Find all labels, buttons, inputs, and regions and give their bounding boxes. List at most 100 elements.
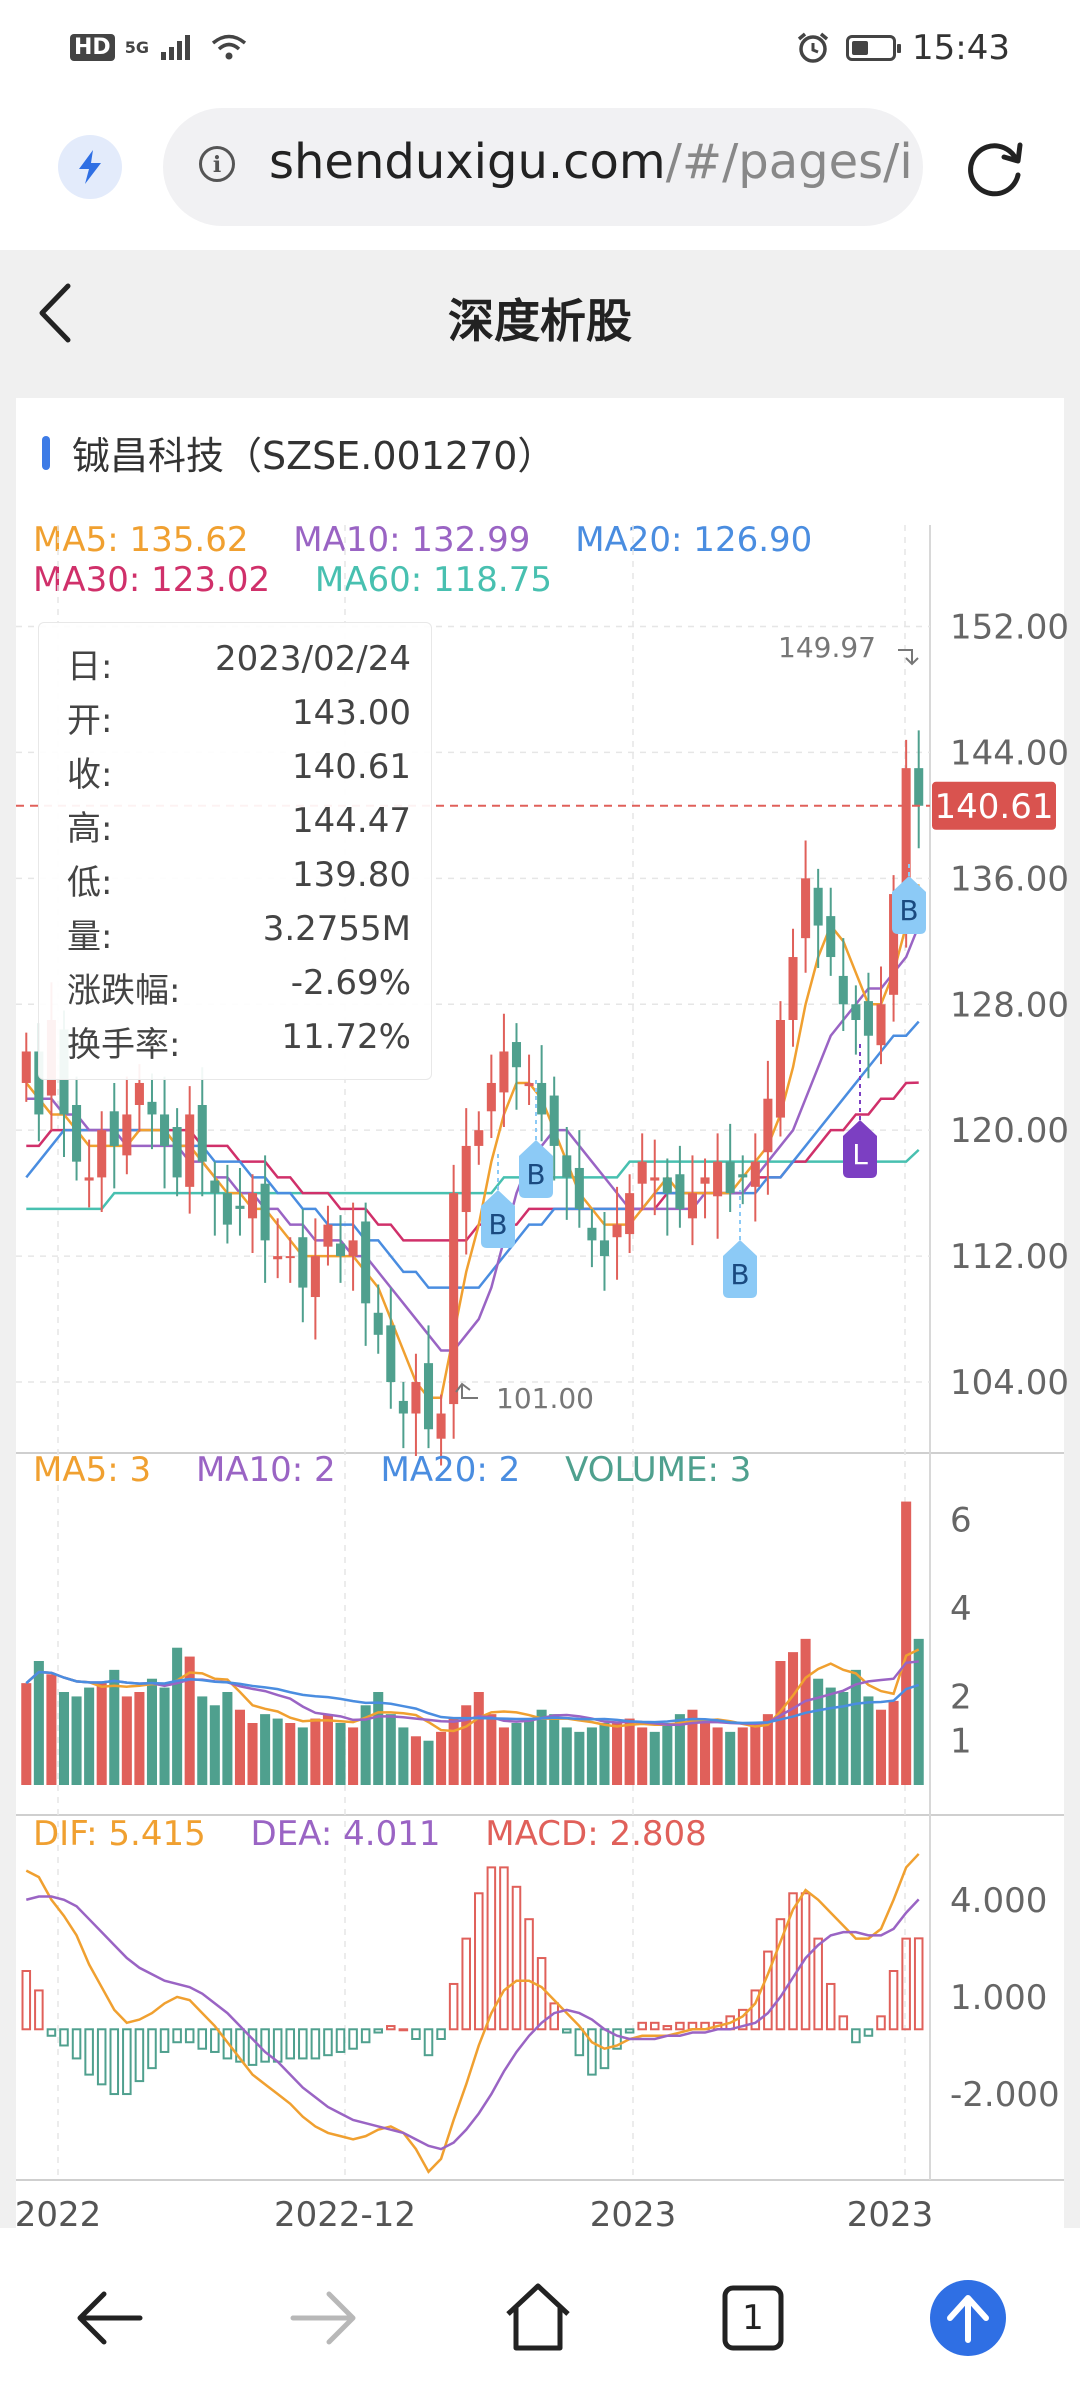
volume-bar — [875, 1709, 887, 1785]
url-path: /#/pages/ir — [665, 134, 909, 190]
volume-tick-label: 2 — [950, 1677, 972, 1717]
candle-body — [335, 1243, 346, 1257]
macd-bar — [825, 1982, 836, 2031]
tab-count: 1 — [742, 2298, 764, 2338]
macd-bar — [562, 2028, 572, 2034]
vol-legend-ma5: MA5: 3 — [33, 1450, 152, 1490]
volume-bar — [121, 1696, 132, 1785]
low-price-label: 101.00 — [496, 1382, 594, 1415]
volume-bar — [787, 1652, 799, 1785]
volume-bar — [913, 1638, 924, 1785]
candle-body — [273, 1256, 283, 1260]
back-icon[interactable] — [32, 280, 82, 346]
candle-body — [637, 1161, 647, 1184]
nav-forward-icon[interactable] — [283, 2278, 363, 2358]
lightning-icon[interactable] — [58, 135, 122, 199]
volume-bar — [712, 1727, 723, 1785]
candle-body — [361, 1221, 371, 1304]
candle-body — [222, 1193, 232, 1225]
macd-bar — [587, 2028, 597, 2076]
tooltip-label: 高: — [67, 809, 113, 849]
candle-body — [172, 1127, 182, 1178]
macd-bar — [335, 2028, 346, 2053]
high-price-label: 149.97 — [778, 631, 876, 664]
candle-body — [323, 1224, 333, 1247]
volume-bar — [850, 1669, 861, 1785]
volume-bar — [46, 1674, 57, 1785]
candle-body — [386, 1325, 396, 1383]
tooltip-row: 换手率: 11.72% — [67, 1017, 411, 1066]
legend-ma10: MA10: 132.99 — [293, 520, 531, 560]
stock-title: 铖昌科技（SZSE.001270） — [42, 425, 555, 480]
candle-body — [801, 878, 811, 939]
candle-body — [700, 1177, 710, 1184]
scroll-top-icon[interactable] — [928, 2278, 1008, 2358]
nav-tabs-button[interactable]: 1 — [713, 2278, 793, 2358]
macd-bar — [649, 2021, 660, 2031]
candle-body — [84, 1177, 94, 1181]
tabs-icon — [722, 2285, 784, 2351]
volume-bar — [586, 1727, 597, 1785]
volume-bar — [21, 1683, 32, 1785]
address-bar[interactable]: i shenduxigu.com/#/pages/ir — [163, 108, 923, 226]
signal-label: B — [730, 1258, 749, 1291]
volume-bar — [373, 1692, 384, 1785]
candle-body — [423, 1363, 434, 1430]
candle-body — [914, 768, 924, 806]
candle-body — [775, 1020, 785, 1118]
tooltip-row: 涨跌幅: -2.69% — [67, 963, 411, 1012]
macd-bar — [662, 2025, 673, 2031]
info-icon[interactable]: i — [199, 146, 235, 182]
macd-bar — [574, 2028, 585, 2057]
signal-badge — [843, 1120, 877, 1178]
macd-bar — [763, 1950, 773, 2031]
volume-bar — [348, 1727, 359, 1785]
candle-body — [147, 1101, 157, 1115]
macd-dea-line — [25, 1895, 920, 2151]
candle-body — [34, 1051, 44, 1115]
legend-ma60: MA60: 118.75 — [314, 560, 552, 600]
nav-back-icon[interactable] — [70, 2278, 150, 2358]
reload-icon[interactable] — [960, 133, 1030, 203]
volume-bar — [134, 1692, 145, 1785]
candle-body — [185, 1114, 195, 1187]
volume-bar — [335, 1723, 346, 1785]
x-axis-label: 2022 — [15, 2195, 102, 2228]
url-text[interactable]: shenduxigu.com/#/pages/ir — [269, 134, 909, 190]
status-right: 15:43 — [796, 28, 1010, 68]
volume-bar — [448, 1718, 459, 1785]
volume-bar — [234, 1709, 245, 1785]
macd-bar — [851, 2028, 861, 2044]
volume-bar — [725, 1731, 736, 1785]
macd-tick-label: 1.000 — [950, 1978, 1047, 2018]
candle-body — [562, 1155, 572, 1178]
candle-body — [524, 1082, 534, 1087]
tooltip-row: 开: 143.00 — [67, 693, 411, 742]
volume-bar — [649, 1731, 660, 1785]
candle-body — [788, 957, 798, 1020]
macd-bar — [813, 1937, 823, 2031]
nav-home-icon[interactable] — [498, 2278, 578, 2358]
price-tooltip: 日: 2023/02/24 开: 143.00 收: 140.61 高: 144.47 … — [38, 622, 432, 1080]
url-domain: shenduxigu.com — [269, 134, 666, 190]
candle-body — [838, 975, 848, 1005]
macd-bar — [637, 2021, 647, 2031]
macd-bar — [310, 2028, 321, 2060]
kline-chart[interactable]: 152.00 144.00 136.00 128.00 120.00 112.00 104.… — [0, 0, 1080, 2228]
volume-bar — [901, 1501, 912, 1785]
hd-badge: HD — [70, 33, 115, 61]
candle-body — [486, 1082, 496, 1112]
signal-label: B — [526, 1158, 545, 1191]
macd-bar — [838, 2015, 849, 2031]
page-title: 深度析股 — [448, 294, 632, 348]
volume-bar — [637, 1727, 648, 1785]
volume-bar — [197, 1696, 208, 1785]
candle-body — [625, 1193, 635, 1235]
macd-bar — [423, 2028, 434, 2057]
macd-bar — [612, 2028, 622, 2050]
volume-bar — [96, 1683, 107, 1785]
volume-bar — [612, 1723, 623, 1785]
tooltip-value: 3.2755M — [262, 909, 411, 949]
macd-bar — [210, 2028, 220, 2053]
volume-bar — [486, 1714, 497, 1785]
